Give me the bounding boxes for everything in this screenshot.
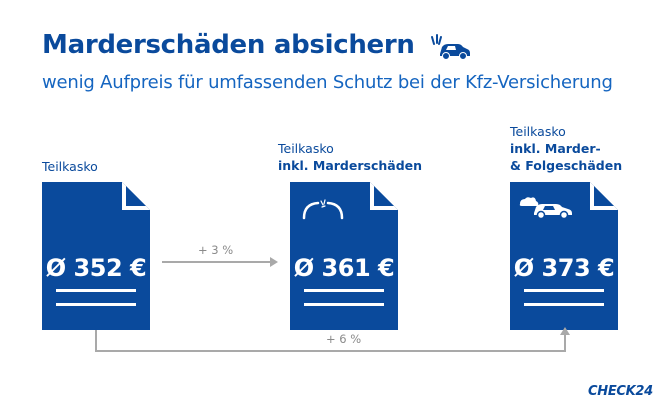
column-label-1: Teilkasko	[42, 158, 98, 175]
document-card-2: Ø 361 €	[290, 182, 398, 330]
column-label-2-text: Teilkasko	[278, 141, 334, 156]
check24-logo: CHECK24	[588, 384, 653, 399]
column-label-2: Teilkasko inkl. Marderschäden	[278, 140, 422, 174]
document-icon	[42, 182, 150, 330]
text-line	[524, 289, 604, 292]
column-label-3-text: Teilkasko	[510, 124, 566, 139]
column-label-3-bold-1: inkl. Marder-	[510, 141, 601, 156]
column-label-1-text: Teilkasko	[42, 159, 98, 174]
page-title: Marderschäden absichern	[42, 30, 415, 60]
column-label-2-bold: inkl. Marderschäden	[278, 158, 423, 173]
page-subtitle: wenig Aufpreis für umfassenden Schutz be…	[42, 72, 613, 93]
price-value-3: Ø 373 €	[513, 254, 615, 282]
total-arrow	[95, 327, 570, 352]
total-change-label: + 6 %	[326, 332, 362, 346]
step-arrow	[162, 257, 278, 267]
document-card-1: Ø 352 €	[42, 182, 150, 330]
text-line	[304, 289, 384, 292]
text-line	[56, 303, 136, 306]
text-line	[304, 303, 384, 306]
document-card-3: Ø 373 €	[510, 182, 618, 330]
column-label-3-bold-2: & Folgeschäden	[510, 158, 623, 173]
column-label-3: Teilkasko inkl. Marder- & Folgeschäden	[510, 123, 622, 174]
car-damage-icon	[431, 34, 470, 60]
step-change-label: + 3 %	[198, 243, 234, 257]
broken-car-icon	[519, 197, 572, 220]
text-line	[56, 289, 136, 292]
document-icon	[290, 182, 398, 330]
chewed-cable-icon	[302, 199, 344, 220]
document-icon	[510, 182, 618, 330]
price-value-1: Ø 352 €	[45, 254, 147, 282]
price-value-2: Ø 361 €	[293, 254, 395, 282]
text-line	[524, 303, 604, 306]
